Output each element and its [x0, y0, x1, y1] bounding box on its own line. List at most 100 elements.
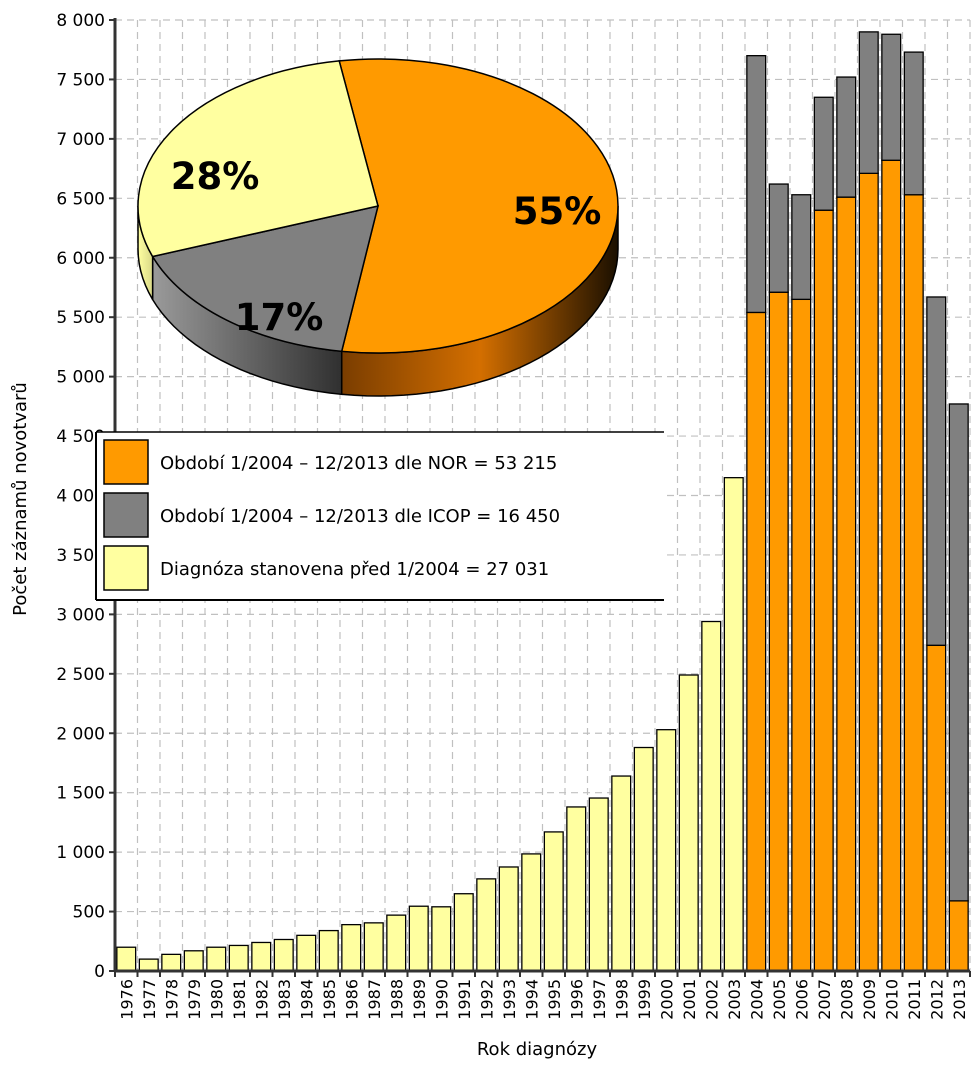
- bar-2000-series-0: [656, 729, 677, 972]
- bar-1978-series-0: [161, 953, 182, 972]
- x-tick-label: 1994: [522, 979, 541, 1020]
- bar-1988-series-0: [386, 914, 407, 972]
- bar-2002-series-0: [701, 620, 722, 972]
- x-tick-label: 2012: [927, 979, 946, 1020]
- bar-1982-series-0: [251, 941, 272, 972]
- y-tick-label: 5 000: [56, 368, 105, 388]
- pie-label-1: 17%: [235, 296, 324, 339]
- bar-1987-series-0: [363, 922, 384, 972]
- x-tick-label: 1986: [342, 979, 361, 1020]
- pie-slice-2: [137, 60, 379, 258]
- bar-2004-series-2: [746, 55, 767, 314]
- bar-1984-series-0: [296, 934, 317, 972]
- y-tick-label: 8 000: [56, 11, 105, 31]
- x-tick-label: 1982: [252, 979, 271, 1020]
- bar-1996-series-0: [566, 806, 587, 972]
- x-tick-label: 2000: [657, 979, 676, 1020]
- bar-2008-series-1: [836, 196, 857, 972]
- y-tick-label: 6 000: [56, 249, 105, 269]
- bar-2012-series-1: [926, 644, 947, 972]
- bar-2003-series-0: [723, 477, 744, 972]
- y-tick-label: 5 500: [56, 308, 105, 328]
- y-tick-label: 7 500: [56, 70, 105, 90]
- x-tick-label: 1998: [612, 979, 631, 1020]
- legend: Období 1/2004 – 12/2013 dle NOR = 53 215…: [95, 431, 664, 601]
- x-tick-label: 2006: [792, 979, 811, 1020]
- bar-1979-series-0: [183, 950, 204, 972]
- x-tick-label: 1987: [365, 979, 384, 1020]
- bar-2005-series-1: [768, 291, 789, 972]
- legend-swatch: [103, 492, 149, 538]
- x-tick-label: 1990: [432, 979, 451, 1020]
- legend-label: Období 1/2004 – 12/2013 dle NOR = 53 215: [160, 453, 557, 474]
- bar-1983-series-0: [273, 938, 294, 972]
- bar-1994-series-0: [521, 853, 542, 972]
- bar-1990-series-0: [431, 906, 452, 972]
- x-tick-label: 1979: [185, 979, 204, 1020]
- pie-slice-1: [151, 205, 380, 353]
- bar-2001-series-0: [678, 674, 699, 972]
- bar-2007-series-1: [813, 209, 834, 972]
- y-tick-label: 2 500: [56, 665, 105, 685]
- x-tick-label: 2007: [815, 979, 834, 1020]
- x-tick-label: 1999: [635, 979, 654, 1020]
- bar-2012-series-2: [926, 296, 947, 646]
- legend-label: Diagnóza stanovena před 1/2004 = 27 031: [160, 559, 549, 580]
- x-tick-label: 2001: [680, 979, 699, 1020]
- bar-2009-series-1: [858, 172, 879, 972]
- x-tick-label: 1978: [162, 979, 181, 1020]
- bar-1992-series-0: [476, 878, 497, 972]
- pie-label-0: 55%: [513, 190, 602, 233]
- y-tick-label: 0: [94, 962, 105, 982]
- x-tick-label: 1995: [545, 979, 564, 1020]
- bar-1998-series-0: [611, 775, 632, 972]
- bar-2008-series-2: [836, 76, 857, 198]
- x-tick-label: 2002: [702, 979, 721, 1020]
- bar-2013-series-1: [948, 900, 969, 972]
- x-tick-label: 2010: [882, 979, 901, 1020]
- x-tick-label: 2011: [905, 979, 924, 1020]
- bar-2013-series-2: [948, 403, 969, 902]
- bar-2007-series-2: [813, 96, 834, 211]
- x-tick-label: 2004: [747, 979, 766, 1020]
- y-tick-label: 500: [73, 903, 105, 923]
- x-tick-label: 1981: [230, 979, 249, 1020]
- x-tick-label: 1980: [207, 979, 226, 1020]
- bar-1991-series-0: [453, 893, 474, 972]
- bar-1993-series-0: [498, 866, 519, 972]
- y-tick-labels: 0 500 1 000 1 500 2 000 2 500 3 000 3 500 4 000 4…: [56, 11, 105, 982]
- x-tick-label: 2009: [860, 979, 879, 1020]
- legend-swatch: [103, 439, 149, 485]
- bar-1976-series-0: [116, 946, 137, 972]
- bar-1989-series-0: [408, 905, 429, 972]
- x-tick-labels: 1976 1977 1978 1979 1980 1981 1982 1983 1984 1985…: [117, 979, 969, 1020]
- bar-1977-series-0: [138, 958, 159, 972]
- y-tick-label: 6 500: [56, 189, 105, 209]
- x-tick-label: 1988: [387, 979, 406, 1020]
- bar-1981-series-0: [228, 944, 249, 972]
- bar-2006-series-1: [791, 298, 812, 972]
- x-tick-label: 2013: [950, 979, 969, 1020]
- bar-2006-series-2: [791, 194, 812, 301]
- y-tick-label: 1 500: [56, 784, 105, 804]
- x-tick-label: 1984: [297, 979, 316, 1020]
- bar-1997-series-0: [588, 797, 609, 972]
- bar-1980-series-0: [206, 946, 227, 972]
- x-tick-label: 1996: [567, 979, 586, 1020]
- bar-series: [116, 31, 969, 972]
- x-tick-label: 2005: [770, 979, 789, 1020]
- bar-2010-series-2: [881, 33, 902, 161]
- pie-slice-0: [338, 58, 619, 354]
- y-tick-label: 3 500: [56, 546, 105, 566]
- bar-2004-series-1: [746, 311, 767, 972]
- bar-1985-series-0: [318, 929, 339, 972]
- legend-box: [96, 432, 664, 600]
- pie-chart: 55% 17% 28%: [137, 58, 619, 397]
- bar-1999-series-0: [633, 746, 654, 972]
- x-tick-label: 2003: [725, 979, 744, 1020]
- x-tick-label: 1983: [275, 979, 294, 1020]
- pie-label-2: 28%: [171, 155, 260, 198]
- bar-1995-series-0: [543, 831, 564, 972]
- legend-label: Období 1/2004 – 12/2013 dle ICOP = 16 45…: [160, 506, 560, 527]
